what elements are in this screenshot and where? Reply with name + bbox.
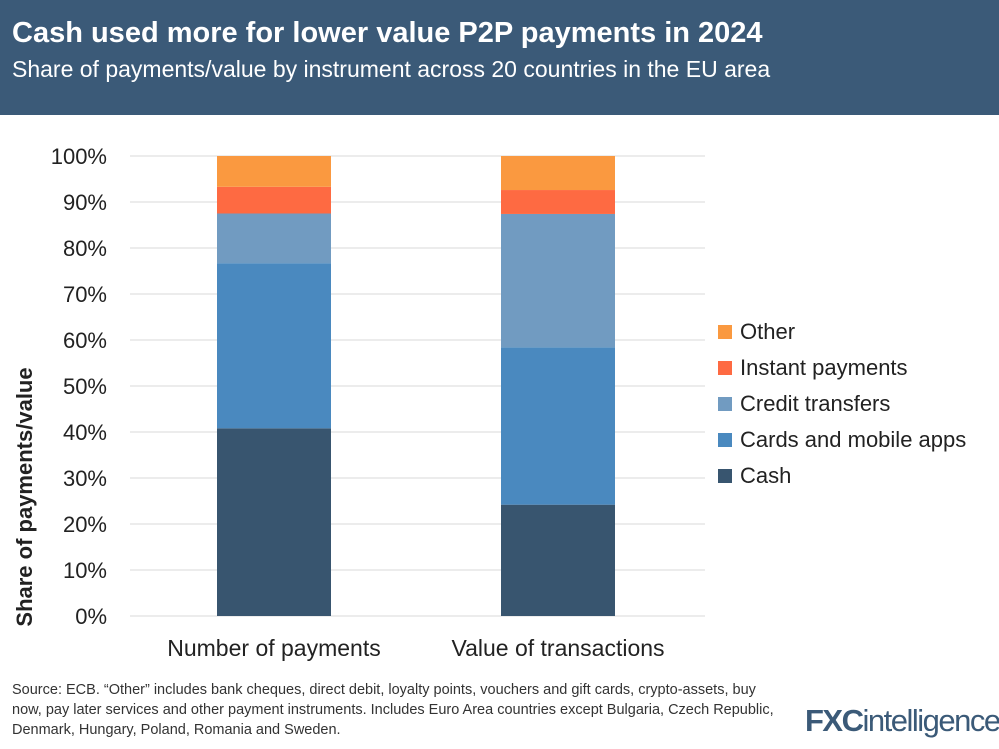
bar-segment-instant-payments xyxy=(217,186,331,214)
bar-segment-cash xyxy=(501,504,615,616)
bar-segment-credit-transfers xyxy=(501,213,615,348)
bar-segment-cards-and-mobile-apps xyxy=(217,263,331,429)
bar-segment-cash xyxy=(217,428,331,616)
legend-item: Cash xyxy=(718,458,966,494)
chart-subtitle: Share of payments/value by instrument ac… xyxy=(12,56,771,82)
legend-swatch xyxy=(718,325,732,339)
legend-label: Cards and mobile apps xyxy=(740,427,967,452)
y-axis-label: Share of payments/value xyxy=(12,367,37,626)
y-tick-label: 50% xyxy=(63,374,107,399)
chart: 0% 10% 20% 30% 40% 50% 60% 70% 80% 90% 100% Number … xyxy=(12,144,705,661)
y-tick-label: 70% xyxy=(63,282,107,307)
y-tick-label: 80% xyxy=(63,236,107,261)
x-tick-label: Number of payments xyxy=(167,635,380,661)
bar-segment-other xyxy=(501,156,615,191)
legend-swatch xyxy=(718,361,732,375)
bar-segment-instant-payments xyxy=(501,190,615,214)
y-tick-label: 10% xyxy=(63,558,107,583)
y-tick-label: 0% xyxy=(75,604,107,629)
legend-label: Credit transfers xyxy=(740,391,891,416)
chart-title: Cash used more for lower value P2P payme… xyxy=(12,17,763,49)
legend-swatch xyxy=(718,433,732,447)
source-note: Source: ECB. “Other” includes bank chequ… xyxy=(12,682,774,738)
legend-item: Credit transfers xyxy=(718,386,966,422)
legend: Other Instant payments Credit transfers Car… xyxy=(718,314,966,494)
legend-label: Instant payments xyxy=(740,355,908,380)
legend-label: Cash xyxy=(740,463,792,488)
legend-swatch xyxy=(718,397,732,411)
y-tick-label: 60% xyxy=(63,328,107,353)
legend-item: Cards and mobile apps xyxy=(718,422,966,458)
bar-segment-other xyxy=(217,156,331,187)
legend-swatch xyxy=(718,469,732,483)
y-tick-label: 100% xyxy=(51,144,107,169)
fxc-logo: FXCintelligence xyxy=(805,703,999,738)
bar-segment-cards-and-mobile-apps xyxy=(501,347,615,505)
y-tick-label: 90% xyxy=(63,190,107,215)
x-tick-label: Value of transactions xyxy=(451,635,664,661)
y-tick-label: 30% xyxy=(63,466,107,491)
legend-item: Instant payments xyxy=(718,350,966,386)
y-tick-label: 20% xyxy=(63,512,107,537)
y-tick-label: 40% xyxy=(63,420,107,445)
legend-item: Other xyxy=(718,314,966,350)
header: Cash used more for lower value P2P payme… xyxy=(0,0,999,115)
legend-label: Other xyxy=(740,319,796,344)
bar-segment-credit-transfers xyxy=(217,213,331,264)
